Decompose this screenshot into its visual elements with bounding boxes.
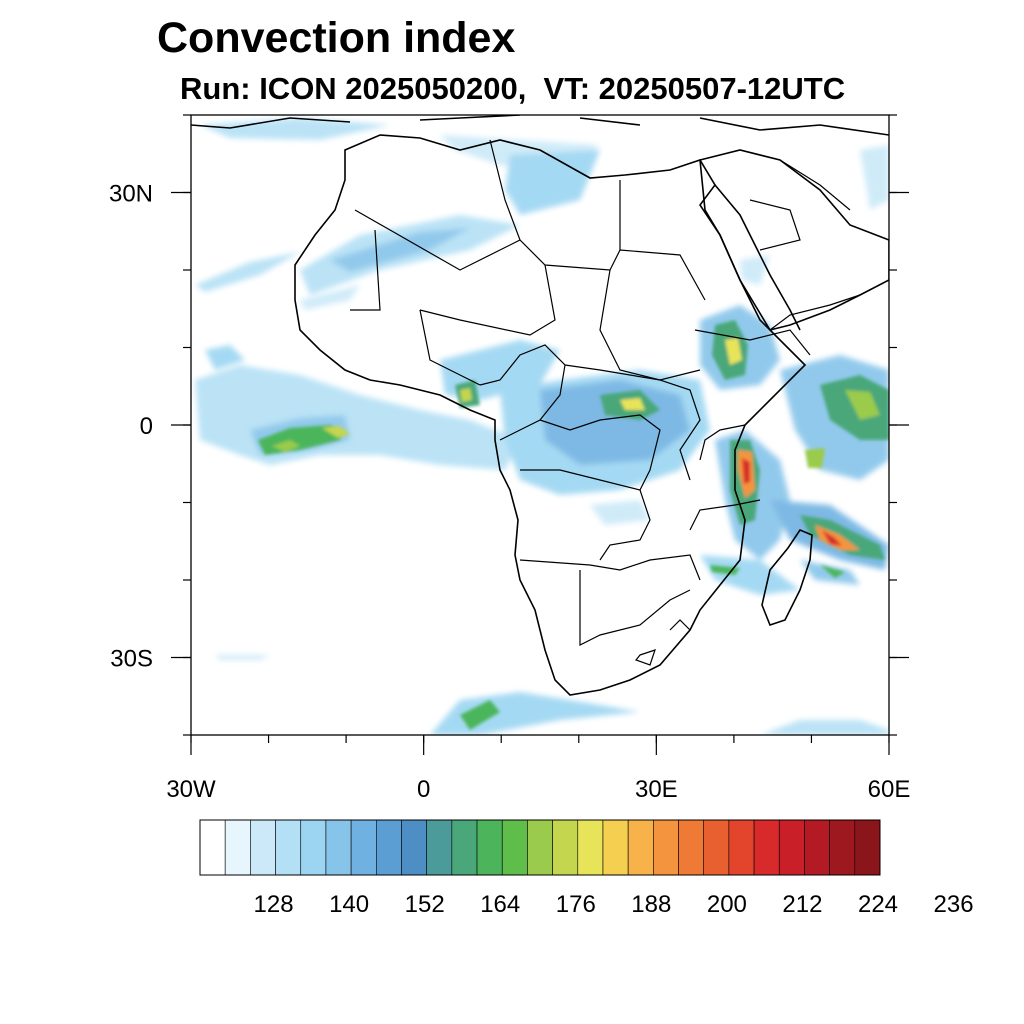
colorbar-swatch: [653, 819, 679, 876]
colorbar-swatch: [350, 819, 377, 876]
colorbar-label: 140: [329, 891, 369, 918]
colorbar-label: 212: [782, 891, 822, 918]
colorbar-label: 128: [254, 891, 294, 918]
colorbar-swatch: [804, 819, 830, 876]
colorbar-swatch: [451, 819, 478, 876]
colorbar-swatch: [250, 819, 276, 876]
lon-tick-label: 30E: [635, 776, 678, 803]
colorbar-swatch: [401, 819, 427, 876]
colorbar-swatch: [829, 819, 856, 876]
country-border-lines: [350, 139, 861, 666]
colorbar-swatch: [224, 819, 251, 876]
colorbar-frame: [199, 819, 881, 876]
colorbar-swatch: [501, 819, 528, 876]
lon-tick-label: 30W: [166, 776, 216, 803]
colorbar-swatch: [325, 819, 352, 876]
colorbar-swatch: [602, 819, 629, 876]
colorbar-label: 152: [405, 891, 445, 918]
lat-tick-label: 0: [140, 413, 153, 440]
colorbar-label: 176: [556, 891, 596, 918]
colorbar-label: 188: [631, 891, 671, 918]
colorbar-label: 224: [858, 891, 898, 918]
chart-title: Convection index: [157, 14, 516, 62]
colorbar: 128 140 152 164 176 188 200 212 224 236: [199, 819, 974, 918]
colorbar-swatch: [778, 819, 805, 876]
map-axes: 30N 0 30S 30W 0 30E 60E: [109, 114, 911, 803]
colorbar-label: 164: [480, 891, 520, 918]
colorbar-swatch: [300, 819, 327, 876]
colorbar-swatch: [275, 819, 302, 876]
colorbar-swatch: [199, 819, 226, 876]
colorbar-swatch: [577, 819, 604, 876]
lat-tick-label: 30N: [109, 181, 153, 208]
colorbar-swatch: [678, 819, 705, 876]
colorbar-label: 236: [934, 891, 974, 918]
lat-tick-label: 30S: [110, 646, 153, 673]
colorbar-swatch: [753, 819, 780, 876]
colorbar-swatch: [375, 819, 402, 876]
colorbar-swatch: [627, 819, 654, 876]
colorbar-swatch: [476, 819, 503, 876]
lon-tick-label: 60E: [868, 776, 911, 803]
lon-tick-label: 0: [417, 776, 430, 803]
colorbar-swatch: [854, 819, 881, 876]
colorbar-label: 200: [707, 891, 747, 918]
colorbar-swatch: [703, 819, 730, 876]
chart-subtitle: Run: ICON 2025050200, VT: 20250507-12UTC: [180, 71, 846, 106]
convection-field: [195, 118, 889, 735]
coastline-lines: [191, 115, 889, 696]
colorbar-swatch: [426, 819, 453, 876]
colorbar-swatch: [552, 819, 579, 876]
colorbar-swatch: [527, 819, 553, 876]
colorbar-swatch: [728, 819, 755, 876]
